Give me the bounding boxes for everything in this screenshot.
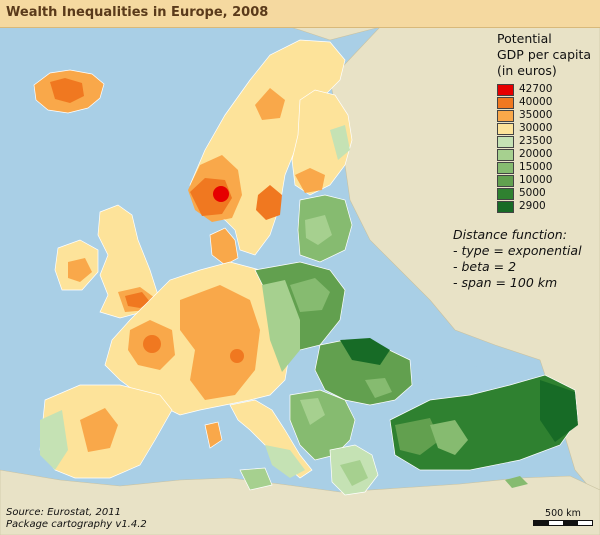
legend-title: Potential GDP per capita (in euros) [497,31,591,79]
central-eastern-europe [254,261,346,372]
legend-title-line: (in euros) [497,63,557,78]
turkey [389,374,579,471]
distance-line: - type = exponential [453,243,582,258]
distance-function-note: Distance function: - type = exponential … [453,227,582,291]
legend-items: 42700 40000 35000 30000 23500 20000 15000 10000… [497,83,591,213]
scandinavia [188,39,346,256]
distance-line: - span = 100 km [453,275,558,290]
legend-swatch [497,187,514,200]
legend-label: 23500 [519,135,553,147]
distance-line: - beta = 2 [453,259,517,274]
legend-item: 30000 [497,122,591,135]
legend-item: 40000 [497,96,591,109]
legend-item: 10000 [497,174,591,187]
legend-item: 15000 [497,161,591,174]
legend-label: 42700 [519,83,553,95]
iberia [39,384,173,479]
legend-label: 15000 [519,161,553,173]
legend-swatch [497,200,514,213]
finland [291,89,353,196]
legend-title-line: Potential [497,31,552,46]
denmark [209,227,239,266]
legend-item: 20000 [497,148,591,161]
legend-swatch [497,148,514,161]
legend-label: 35000 [519,109,553,121]
legend-label: 40000 [519,96,553,108]
eastern-europe [314,338,413,406]
balkans [289,389,356,461]
legend-swatch [497,174,514,187]
legend-item: 2900 [497,200,591,213]
scale-segment [548,521,563,525]
source-line: Package cartography v1.4.2 [6,519,147,530]
scale-segment [534,521,549,525]
legend-item: 35000 [497,109,591,122]
distance-line: Distance function: [453,227,567,242]
legend-label: 30000 [519,122,553,134]
legend-label: 2900 [519,200,546,212]
scale-bar: 500 km [533,508,593,526]
legend-label: 20000 [519,148,553,160]
italy [204,399,313,491]
legend-label: 10000 [519,174,553,186]
greece [329,444,379,496]
map-title: Wealth Inequalities in Europe, 2008 [6,5,269,20]
legend-swatch [497,161,514,174]
outside-land [0,26,600,535]
title-bar: Wealth Inequalities in Europe, 2008 [0,0,600,28]
source-note: Source: Eurostat, 2011 Package cartograp… [6,507,147,531]
baltic-capital [305,215,332,245]
legend-swatch [497,109,514,122]
scale-segment [563,521,578,525]
legend-title-line: GDP per capita [497,47,592,62]
legend-item: 23500 [497,135,591,148]
source-line: Source: Eurostat, 2011 [6,507,121,518]
legend-swatch [497,122,514,135]
cyprus [505,476,528,488]
legend-swatch [497,96,514,109]
scale-bar-label: 500 km [545,508,581,519]
scale-segment [577,521,592,525]
legend-item: 42700 [497,83,591,96]
legend-item: 5000 [497,187,591,200]
british-isles [54,204,159,319]
scale-bar-graphic [533,520,593,526]
legend: Potential GDP per capita (in euros) 4270… [497,31,591,213]
western-europe [104,261,291,416]
legend-swatch [497,83,514,96]
legend-label: 5000 [519,187,546,199]
iceland [33,69,105,114]
legend-swatch [497,135,514,148]
